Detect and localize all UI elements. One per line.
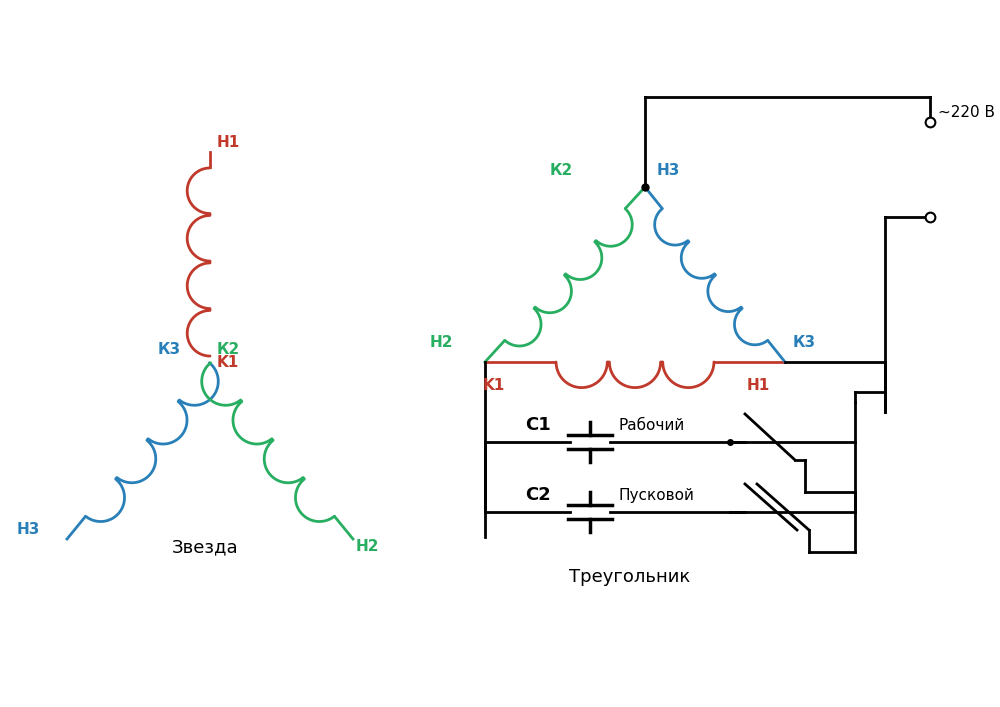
- Text: Н3: Н3: [17, 522, 40, 537]
- Text: ~220 В: ~220 В: [938, 105, 995, 120]
- Text: Рабочий: Рабочий: [618, 418, 684, 433]
- Text: К3: К3: [793, 335, 816, 350]
- Text: К2: К2: [550, 163, 573, 178]
- Text: K1: K1: [217, 355, 239, 370]
- Text: Н2: Н2: [430, 335, 454, 350]
- Text: К2: К2: [217, 342, 240, 357]
- Text: К3: К3: [158, 342, 181, 357]
- Text: Н3: Н3: [657, 163, 680, 178]
- Text: Звезда: Звезда: [172, 538, 238, 556]
- Text: Треугольник: Треугольник: [569, 568, 691, 586]
- Text: H1: H1: [217, 135, 240, 150]
- Text: С1: С1: [525, 416, 551, 434]
- Text: Н2: Н2: [356, 539, 380, 554]
- Text: С2: С2: [525, 486, 551, 504]
- Text: Пусковой: Пусковой: [618, 488, 694, 503]
- Text: K1: K1: [483, 378, 505, 393]
- Text: H1: H1: [747, 378, 770, 393]
